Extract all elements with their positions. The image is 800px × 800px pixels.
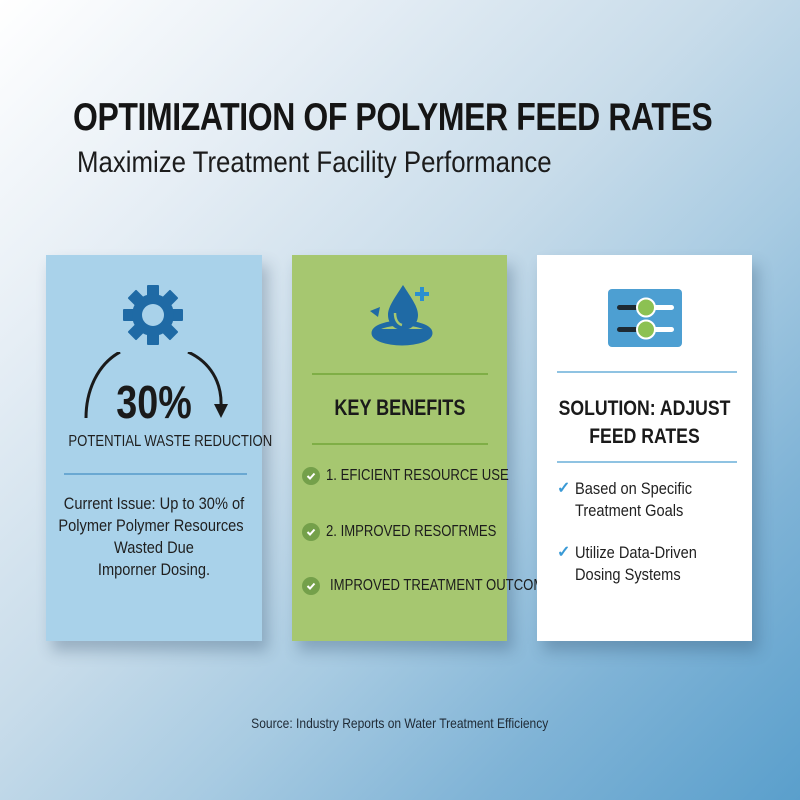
solution-card: SOLUTION: ADJUST FEED RATES ✓ Based on S… — [537, 255, 752, 641]
check-circle-icon — [302, 467, 320, 485]
divider — [312, 373, 488, 375]
solution-heading: SOLUTION: ADJUST FEED RATES — [558, 397, 731, 448]
benefit-item: IMPROVED TREATMENT OUTCOMES — [302, 575, 613, 597]
checkmark-icon: ✓ — [557, 480, 571, 497]
solution-item: ✓ Utilize Data-Driven Dosing Systems — [557, 543, 697, 584]
key-benefits-heading: KEY BENEFITS — [334, 395, 465, 420]
waste-reduction-card: 30% POTENTIAL WASTE REDUCTION Current Is… — [46, 255, 273, 641]
current-issue-text: Current Issue: Up to 30% of Polymer Poly… — [58, 494, 245, 579]
divider — [312, 443, 488, 445]
solution-item: ✓ Based on Specific Treatment Goals — [557, 479, 693, 520]
benefit-item: 1. EFICIENT RESOURCE USE — [302, 465, 549, 487]
divider — [557, 371, 737, 373]
waste-reduction-value: 30% — [116, 376, 192, 428]
sliders-icon — [608, 289, 682, 347]
page-title: OPTIMIZATION OF POLYMER FEED RATES — [73, 96, 713, 139]
divider — [64, 473, 247, 475]
gear-icon — [123, 285, 183, 345]
source-footnote: Source: Industry Reports on Water Treatm… — [251, 715, 549, 731]
cycle-arrow-icon — [84, 352, 228, 419]
check-circle-icon — [302, 577, 320, 595]
divider — [557, 461, 737, 463]
waste-reduction-label: POTENTIAL WASTE REDUCTION — [68, 433, 273, 450]
page-subtitle: Maximize Treatment Facility Performance — [77, 146, 552, 179]
check-circle-icon — [302, 523, 320, 541]
water-drop-cycle-icon — [370, 285, 433, 346]
benefit-item: 2. IMPROVED RESOГRMES — [302, 521, 534, 543]
key-benefits-card: KEY BENEFITS 1. EFICIENT RESOURCE USE 2.… — [292, 255, 562, 641]
checkmark-icon: ✓ — [557, 544, 571, 561]
